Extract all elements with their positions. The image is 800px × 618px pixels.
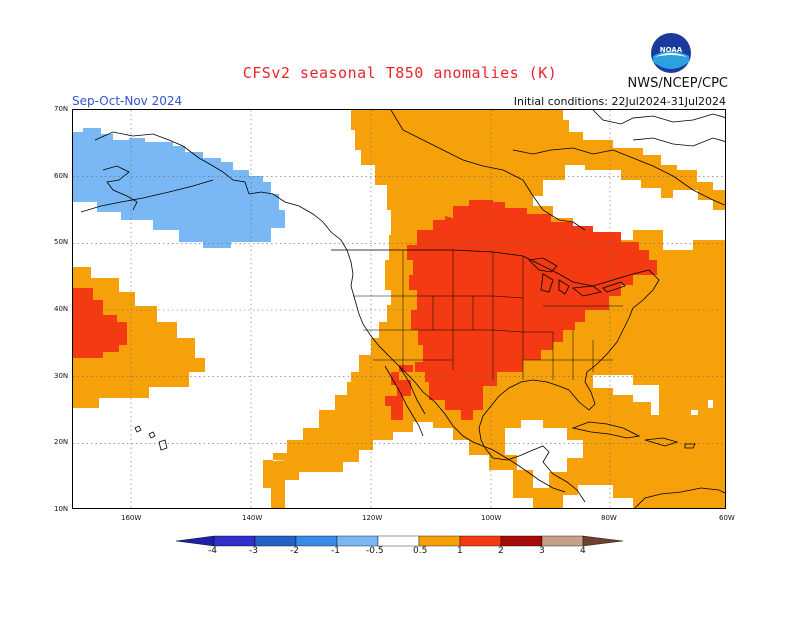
colorbar-arrow-right xyxy=(582,535,624,547)
lon-label-80w: 80W xyxy=(601,514,617,522)
colorbar-tick: -1 xyxy=(331,546,340,556)
lat-label-70n: 70N xyxy=(54,105,69,113)
colorbar xyxy=(175,535,624,547)
colorbar-tick: -4 xyxy=(208,546,217,556)
colorbar-box xyxy=(254,535,297,547)
colorbar-tick: -3 xyxy=(249,546,258,556)
colorbar-tick: 0.5 xyxy=(413,546,428,556)
lon-label-60w: 60W xyxy=(719,514,735,522)
map-title: CFSv2 seasonal T850 anomalies (K) xyxy=(242,64,558,82)
colorbar-arrow-left xyxy=(175,535,215,547)
lat-label-40n: 40N xyxy=(54,305,69,313)
colorbar-tick: -2 xyxy=(290,546,299,556)
colorbar-box xyxy=(295,535,338,547)
noaa-logo: NOAA xyxy=(651,33,691,73)
lon-label-140w: 140W xyxy=(242,514,263,522)
lon-label-100w: 100W xyxy=(481,514,502,522)
colorbar-box xyxy=(336,535,379,547)
colorbar-box xyxy=(418,535,461,547)
agency-label: NWS/NCEP/CPC xyxy=(627,76,728,91)
lat-label-30n: 30N xyxy=(54,372,69,380)
graticule xyxy=(73,110,725,508)
colorbar-box xyxy=(459,535,502,547)
colorbar-tick: 4 xyxy=(580,546,586,556)
lat-label-60n: 60N xyxy=(54,172,69,180)
lon-label-120w: 120W xyxy=(362,514,383,522)
svg-text:NOAA: NOAA xyxy=(660,46,683,54)
lon-label-160w: 160W xyxy=(121,514,142,522)
colorbar-box xyxy=(541,535,584,547)
state-borders xyxy=(353,250,623,380)
colorbar-box xyxy=(377,535,420,547)
season-label: Sep-Oct-Nov 2024 xyxy=(72,94,183,108)
colorbar-tick: 1 xyxy=(457,546,463,556)
colorbar-tick: -0.5 xyxy=(366,546,384,556)
colorbar-box xyxy=(213,535,256,547)
lat-label-50n: 50N xyxy=(54,238,69,246)
initial-conditions-label: Initial conditions: 22Jul2024-31Jul2024 xyxy=(513,95,726,108)
anomaly-map xyxy=(72,109,726,509)
anomaly-region-white-holes xyxy=(253,110,725,488)
colorbar-tick: 2 xyxy=(498,546,504,556)
anomaly-region-blue xyxy=(73,128,285,248)
coastlines xyxy=(80,110,725,508)
lat-label-20n: 20N xyxy=(54,438,69,446)
colorbar-tick: 3 xyxy=(539,546,545,556)
lat-label-10n: 10N xyxy=(54,505,69,513)
colorbar-box xyxy=(500,535,543,547)
